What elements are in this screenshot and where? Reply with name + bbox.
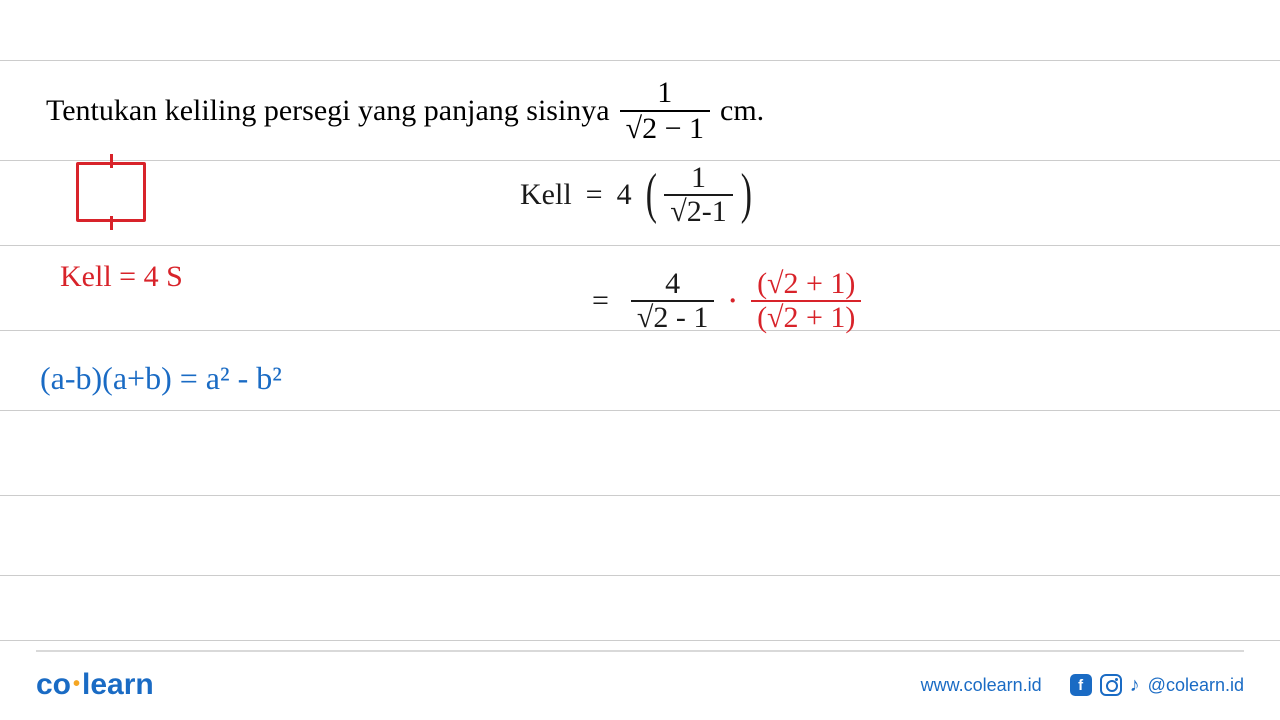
logo-dot-icon: •: [73, 673, 80, 696]
brand-logo: co • learn: [36, 668, 154, 702]
instagram-icon: [1100, 674, 1122, 696]
algebra-identity: (a-b)(a+b) = a² - b²: [40, 360, 282, 397]
multiply-dot: ·: [728, 286, 737, 316]
equals-sign-2: =: [592, 284, 609, 318]
fraction-denominator: √2 − 1: [620, 112, 710, 144]
logo-learn: learn: [82, 668, 154, 702]
calc-step-1: Kell = 4 ( 1 √2-1 ): [520, 162, 755, 227]
tiktok-icon: ♪: [1130, 674, 1140, 697]
inner-fraction: 1 √2-1: [664, 162, 732, 227]
problem-text: Tentukan keliling persegi yang panjang s…: [46, 94, 610, 128]
four-constant: 4: [617, 178, 632, 212]
problem-statement: Tentukan keliling persegi yang panjang s…: [46, 78, 764, 144]
close-paren-icon: ): [740, 172, 751, 217]
square-sketch-icon: [66, 152, 156, 232]
social-icons: f ♪ @colearn.id: [1070, 674, 1244, 697]
open-paren-icon: (: [645, 172, 656, 217]
rationalize-fraction: (√2 + 1) (√2 + 1): [751, 268, 861, 333]
social-handle: @colearn.id: [1148, 675, 1244, 696]
footer-url: www.colearn.id: [921, 675, 1042, 696]
logo-co: co: [36, 668, 71, 702]
perimeter-formula: Kell = 4 S: [60, 260, 183, 294]
fraction-4-over-root: 4 √2 - 1: [631, 268, 714, 333]
kell-label: Kell: [520, 178, 572, 212]
footer-right: www.colearn.id f ♪ @colearn.id: [921, 674, 1244, 697]
fraction-numerator: 1: [620, 78, 710, 112]
facebook-icon: f: [1070, 674, 1092, 696]
equals-sign: =: [586, 178, 603, 212]
footer: co • learn www.colearn.id f ♪ @colearn.i…: [0, 650, 1280, 720]
problem-unit: cm.: [720, 94, 764, 128]
problem-fraction: 1 √2 − 1: [620, 78, 710, 144]
calc-step-2: = 4 √2 - 1 · (√2 + 1) (√2 + 1): [592, 268, 865, 333]
